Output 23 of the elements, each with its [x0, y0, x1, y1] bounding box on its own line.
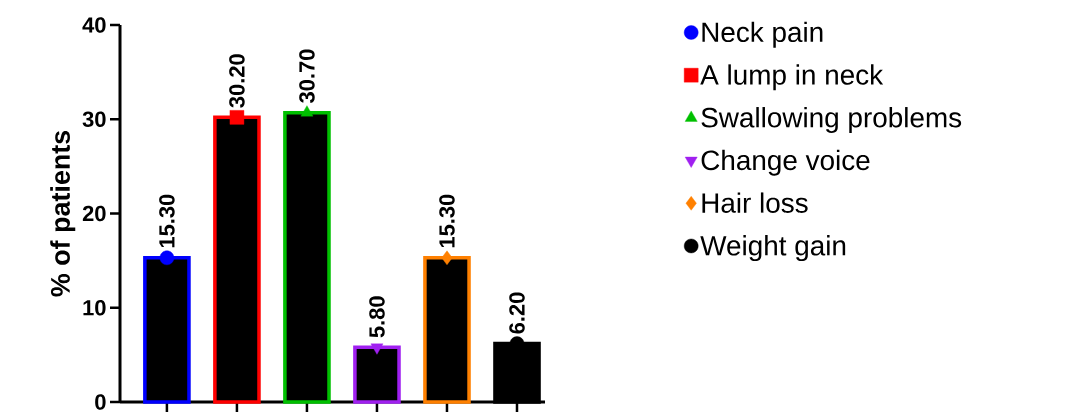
legend-label: Weight gain — [700, 235, 846, 262]
data-label: 6.20 — [509, 292, 525, 334]
y-tick-label: 10 — [83, 299, 106, 316]
legend-label: Neck pain — [702, 21, 823, 48]
y-tick-label: 30 — [82, 111, 106, 128]
y-tick-label: 40 — [82, 17, 106, 33]
data-label: 5.80 — [369, 296, 385, 338]
y-tick-label: 0 — [95, 394, 106, 410]
point — [159, 250, 175, 265]
legend-label: Hair loss — [702, 192, 808, 213]
data-label: 30.70 — [299, 49, 315, 103]
point — [300, 105, 314, 117]
legend-label: Change voice — [701, 149, 870, 176]
y-axis-title: % of patients — [50, 130, 76, 297]
legend-label: Swallowing problems — [701, 107, 962, 134]
point — [370, 343, 384, 355]
data-label: 15.30 — [159, 194, 175, 248]
point — [229, 110, 245, 125]
legend-label: A lump in neck — [700, 64, 884, 91]
data-label: 30.20 — [229, 54, 245, 108]
point — [441, 250, 453, 265]
data-label: 15.30 — [439, 194, 455, 248]
y-tick-label: 20 — [82, 205, 106, 222]
